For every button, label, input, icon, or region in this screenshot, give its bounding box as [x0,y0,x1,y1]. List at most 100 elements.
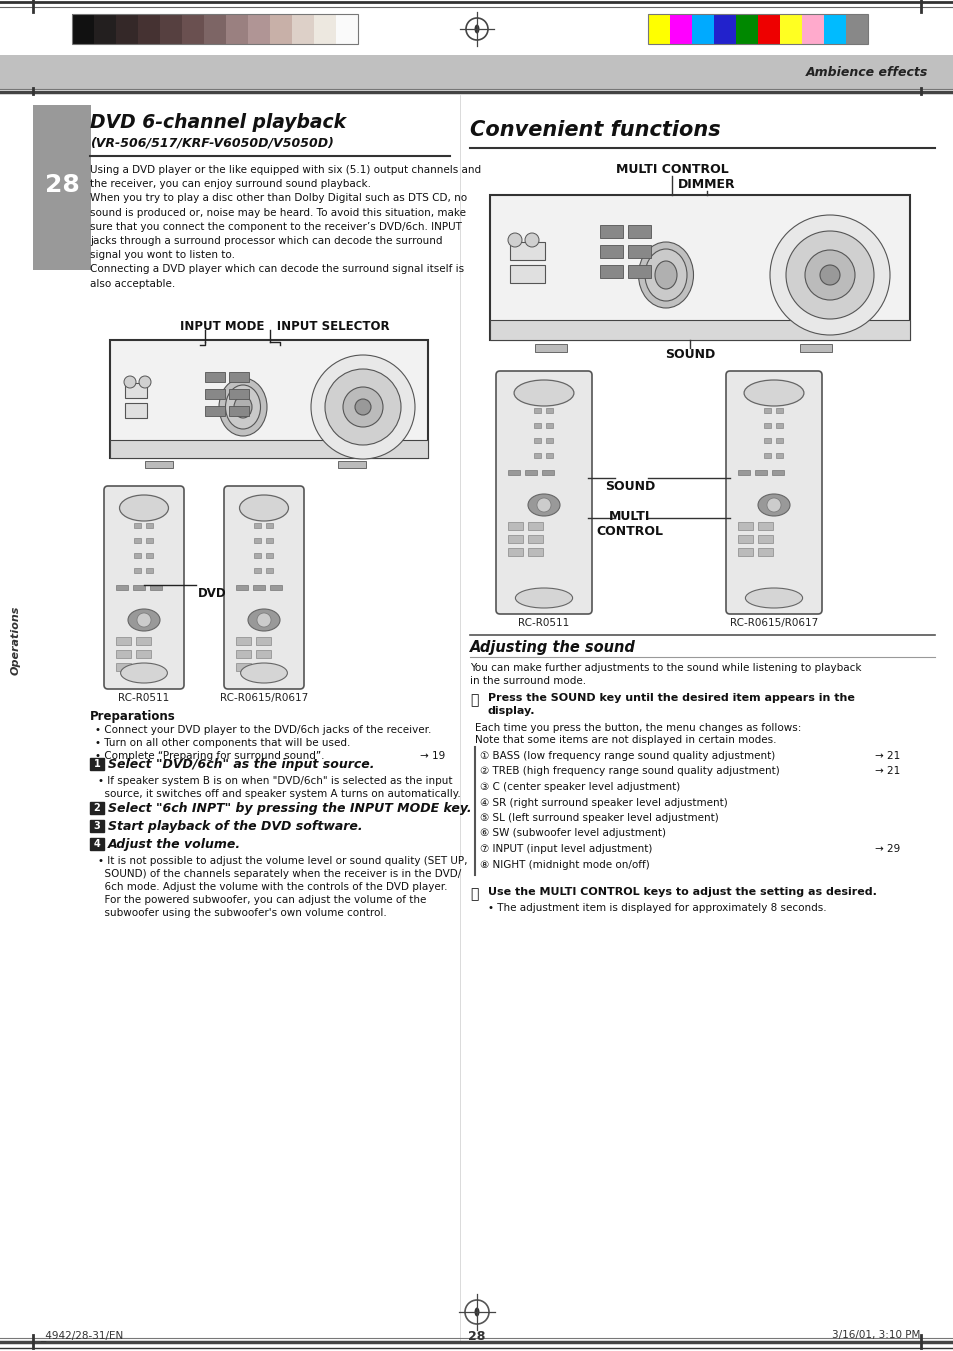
Bar [713,14,735,45]
Bar [146,523,152,528]
Bar [266,553,273,558]
Text: signal you wont to listen to.: signal you wont to listen to. [90,250,234,261]
Bar [534,423,540,428]
Text: Using a DVD player or the like equipped with six (5.1) output channels and: Using a DVD player or the like equipped … [90,165,480,176]
Bar [146,567,152,573]
Bar [823,14,845,45]
Bar [758,535,772,543]
Text: ② TREB (high frequency range sound quality adjustment): ② TREB (high frequency range sound quali… [479,766,779,777]
Bar [647,14,669,45]
Bar [71,14,357,45]
Text: Adjusting the sound: Adjusting the sound [470,640,636,655]
Bar [775,408,782,413]
Text: When you try to play a disc other than Dolby Digital such as DTS CD, no: When you try to play a disc other than D… [90,193,467,204]
Ellipse shape [644,249,686,301]
Text: Operations: Operations [11,605,21,674]
Text: Select "6ch INPT" by pressing the INPUT MODE key.: Select "6ch INPT" by pressing the INPUT … [108,802,471,815]
Bar [204,14,226,45]
Text: ⑤ SL (left surround speaker level adjustment): ⑤ SL (left surround speaker level adjust… [479,813,718,823]
Bar [599,245,622,258]
Bar [116,663,131,671]
Bar [33,105,91,270]
Bar [527,549,542,557]
Bar [235,585,248,590]
Text: Select "DVD/6ch" as the input source.: Select "DVD/6ch" as the input source. [108,758,375,771]
Bar [775,453,782,458]
Bar [235,650,251,658]
Text: the receiver, you can enjoy surround sound playback.: the receiver, you can enjoy surround sou… [90,180,371,189]
Text: 1: 1 [93,759,100,769]
Text: also acceptable.: also acceptable. [90,278,175,289]
Text: sure that you connect the component to the receiver’s DVD/6ch. INPUT: sure that you connect the component to t… [90,222,461,232]
Ellipse shape [744,588,801,608]
Ellipse shape [758,494,789,516]
Bar [270,14,292,45]
Bar [270,585,282,590]
Bar [599,265,622,278]
Bar [90,838,104,850]
Bar [248,14,270,45]
Bar [235,663,251,671]
Bar [758,521,772,530]
Bar [71,14,94,45]
Bar [738,470,749,476]
Bar [253,553,261,558]
Text: jacks through a surround processor which can decode the surround: jacks through a surround processor which… [90,236,442,246]
Text: 28: 28 [45,173,79,197]
Bar [0,55,953,91]
Bar [205,407,225,416]
Text: Each time you press the button, the menu changes as follows:: Each time you press the button, the menu… [475,723,801,734]
Bar [229,372,249,382]
Bar [758,14,780,45]
Circle shape [137,613,151,627]
Text: (VR-506/517/KRF-V6050D/V5050D): (VR-506/517/KRF-V6050D/V5050D) [90,136,334,150]
Ellipse shape [515,588,572,608]
Text: Start playback of the DVD software.: Start playback of the DVD software. [108,820,362,834]
Bar [116,650,131,658]
Text: sound is produced or, noise may be heard. To avoid this situation, make: sound is produced or, noise may be heard… [90,208,465,218]
Text: Convenient functions: Convenient functions [470,120,720,141]
Text: RC-R0615/R0617: RC-R0615/R0617 [729,617,818,628]
Text: ③ C (center speaker level adjustment): ③ C (center speaker level adjustment) [479,782,679,792]
Bar [116,585,128,590]
Bar [136,663,151,671]
Bar [507,470,519,476]
Bar [534,453,540,458]
Text: in the surround mode.: in the surround mode. [470,676,585,686]
Text: → 19: → 19 [419,751,444,761]
Bar [253,585,265,590]
Bar [235,638,251,644]
Bar [229,407,249,416]
Bar [335,14,357,45]
Bar [160,14,182,45]
Ellipse shape [240,663,287,684]
Text: 3/16/01, 3:10 PM: 3/16/01, 3:10 PM [831,1329,919,1340]
Bar [545,408,553,413]
Ellipse shape [638,242,693,308]
Bar [255,650,271,658]
Bar [90,820,104,832]
Bar [800,345,831,353]
Bar [535,345,566,353]
Circle shape [766,499,781,512]
Text: ⑦ INPUT (input level adjustment): ⑦ INPUT (input level adjustment) [479,844,652,854]
Text: • Complete “Preparing for surround sound”.: • Complete “Preparing for surround sound… [95,751,324,761]
Ellipse shape [248,609,280,631]
Bar [266,567,273,573]
Ellipse shape [527,494,559,516]
Bar [292,14,314,45]
Bar [534,438,540,443]
Bar [132,585,145,590]
Circle shape [507,232,521,247]
Bar [90,758,104,770]
Bar [138,14,160,45]
Ellipse shape [743,380,803,407]
Text: SOUND: SOUND [604,480,655,493]
Bar [763,453,770,458]
Bar [314,14,335,45]
Bar [541,470,554,476]
Text: For the powered subwoofer, you can adjust the volume of the: For the powered subwoofer, you can adjus… [98,894,426,905]
Bar [545,423,553,428]
Bar [94,14,116,45]
Circle shape [785,231,873,319]
